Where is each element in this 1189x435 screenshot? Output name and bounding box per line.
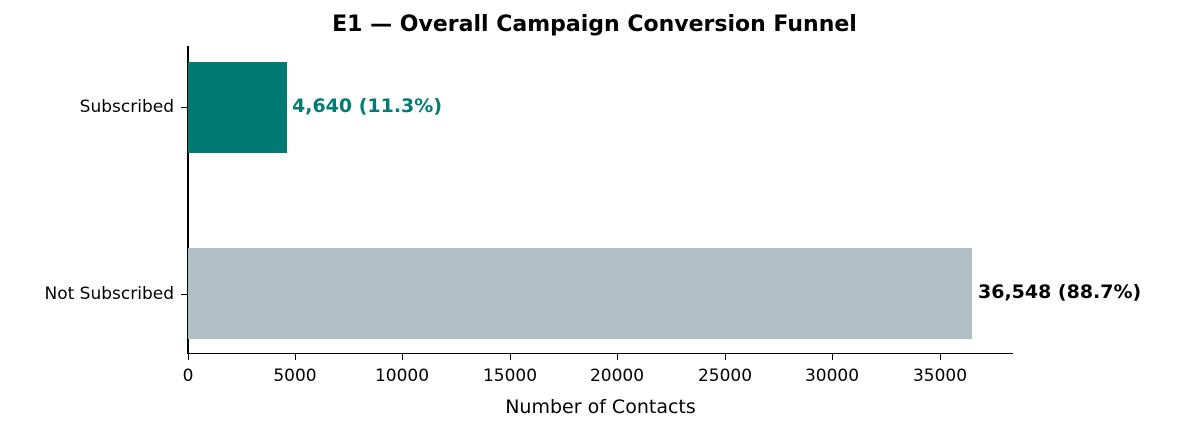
x-tick-label: 15000 [482,366,538,386]
x-tick-label: 0 [182,366,194,386]
x-tick [187,354,189,360]
x-tick-label: 10000 [374,366,430,386]
x-tick [295,354,297,360]
value-label-not-subscribed: 36,548 (88.7%) [978,281,1142,303]
y-axis-line [187,46,189,354]
bar-not-subscribed [188,248,972,339]
x-tick-label: 35000 [912,366,968,386]
x-tick-label: 30000 [804,366,860,386]
x-axis-line [187,352,1013,354]
x-tick [402,354,404,360]
x-tick-label: 20000 [589,366,645,386]
x-tick-label: 5000 [273,366,317,386]
y-tick-label-subscribed: Subscribed [79,97,174,117]
x-tick [617,354,619,360]
chart-title: E1 — Overall Campaign Conversion Funnel [332,12,857,37]
x-tick [510,354,512,360]
x-tick [940,354,942,360]
bar-subscribed [188,62,287,153]
x-tick [725,354,727,360]
x-tick-label: 25000 [697,366,753,386]
y-tick [181,107,187,109]
y-tick [181,294,187,296]
x-axis-label: Number of Contacts [505,396,696,418]
y-tick-label-not-subscribed: Not Subscribed [44,284,174,304]
value-label-subscribed: 4,640 (11.3%) [292,95,442,117]
x-tick [832,354,834,360]
